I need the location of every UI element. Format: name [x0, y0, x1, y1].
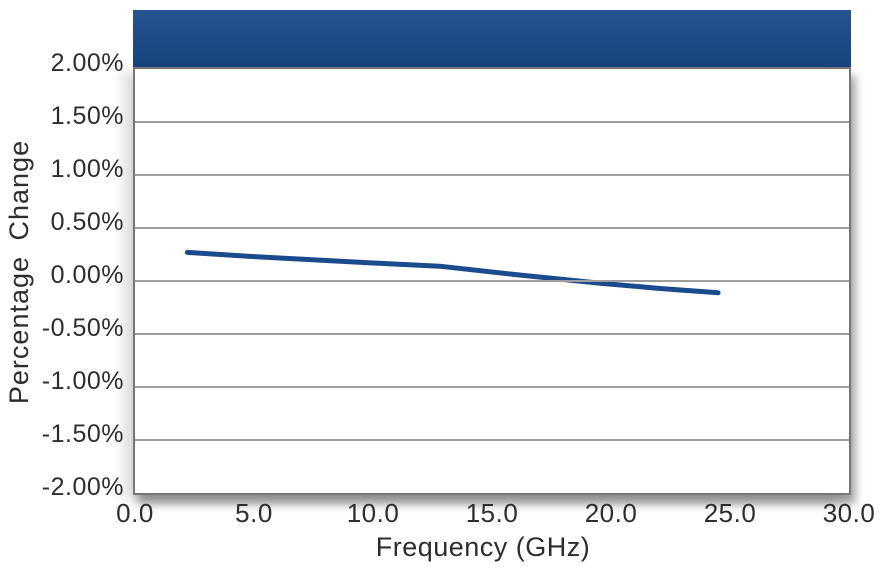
y-tick-label: 0.50%: [50, 208, 124, 236]
gridline: [135, 227, 849, 229]
header-band: [133, 10, 851, 67]
x-axis-title: Frequency (GHz): [375, 532, 591, 562]
gridline: [135, 280, 849, 282]
gridline: [135, 386, 849, 388]
y-tick-label: 1.50%: [50, 102, 124, 130]
y-tick-label: -1.50%: [41, 420, 124, 448]
x-tick-label: 10.0: [346, 498, 400, 528]
x-tick-label: 30.0: [822, 498, 876, 528]
x-tick-label: 25.0: [703, 498, 757, 528]
gridline: [135, 333, 849, 335]
gridline: [135, 439, 849, 441]
y-tick-label: -2.00%: [41, 473, 124, 501]
x-tick-label: 20.0: [584, 498, 638, 528]
gridline: [135, 121, 849, 123]
plot-area: [133, 67, 851, 495]
x-tick-label: 5.0: [235, 498, 273, 528]
data-line: [184, 249, 721, 296]
y-tick-label: -0.50%: [41, 314, 124, 342]
data-series-layer: [184, 249, 721, 296]
gridline: [135, 174, 849, 176]
y-tick-label: 1.00%: [50, 155, 124, 183]
y-tick-label: -1.00%: [41, 367, 124, 395]
y-tick-label: 2.00%: [50, 49, 124, 77]
y-tick-label: 0.00%: [50, 261, 124, 289]
x-tick-label: 15.0: [465, 498, 519, 528]
x-tick-label: 0.0: [116, 498, 154, 528]
